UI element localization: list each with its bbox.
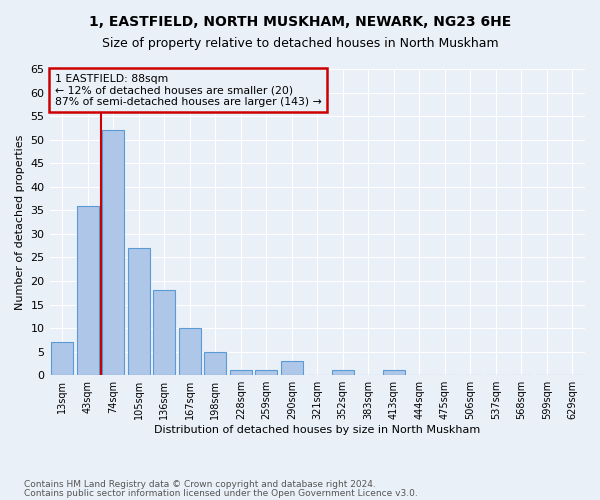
Bar (179, 328, 200, 375)
Bar (332, 370, 353, 375)
X-axis label: Distribution of detached houses by size in North Muskham: Distribution of detached houses by size … (154, 425, 481, 435)
Bar (256, 370, 277, 375)
Bar (383, 370, 404, 375)
Bar (230, 370, 251, 375)
Text: 1, EASTFIELD, NORTH MUSKHAM, NEWARK, NG23 6HE: 1, EASTFIELD, NORTH MUSKHAM, NEWARK, NG2… (89, 15, 511, 29)
Bar (154, 290, 175, 375)
Bar (205, 352, 226, 375)
Bar (77, 206, 98, 375)
Bar (281, 361, 302, 375)
Bar (103, 130, 124, 375)
Text: Contains HM Land Registry data © Crown copyright and database right 2024.: Contains HM Land Registry data © Crown c… (24, 480, 376, 489)
Text: Size of property relative to detached houses in North Muskham: Size of property relative to detached ho… (101, 38, 499, 51)
Text: Contains public sector information licensed under the Open Government Licence v3: Contains public sector information licen… (24, 488, 418, 498)
Bar (128, 248, 149, 375)
Y-axis label: Number of detached properties: Number of detached properties (15, 134, 25, 310)
Text: 1 EASTFIELD: 88sqm
← 12% of detached houses are smaller (20)
87% of semi-detache: 1 EASTFIELD: 88sqm ← 12% of detached hou… (55, 74, 322, 107)
Bar (52, 342, 73, 375)
